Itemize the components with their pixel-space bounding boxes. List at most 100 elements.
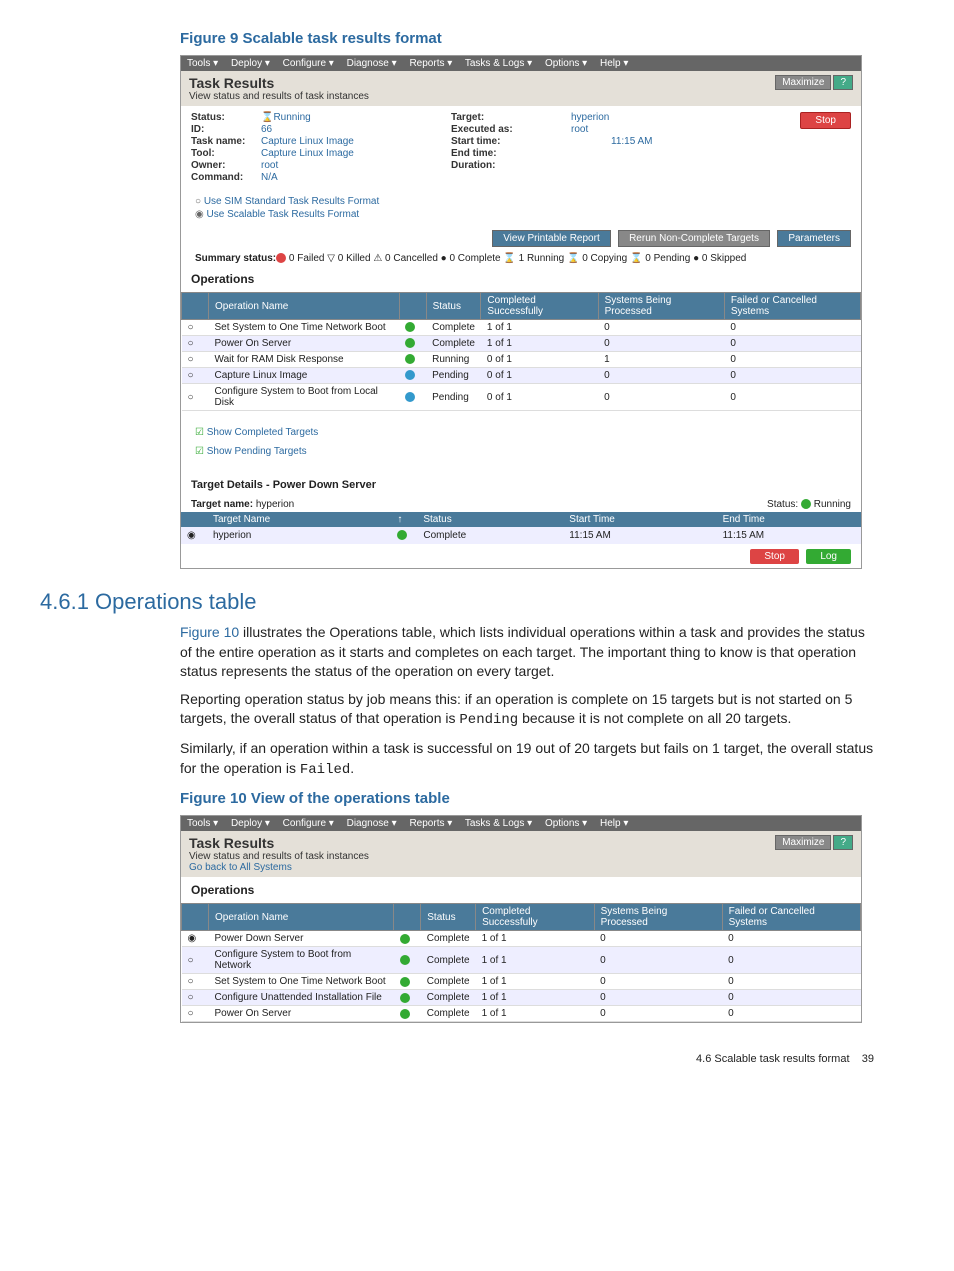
op-processed: 0 <box>594 931 722 947</box>
op-completed: 0 of 1 <box>481 384 598 411</box>
menu-bar: Tools ▾ Deploy ▾ Configure ▾ Diagnose ▾ … <box>181 56 861 71</box>
menu-help[interactable]: Help ▾ <box>600 58 628 69</box>
col-target-status[interactable]: Status <box>417 512 563 527</box>
dur-label: Duration: <box>451 160 521 171</box>
status-icon <box>405 338 415 348</box>
format-radios: Use SIM Standard Task Results Format Use… <box>181 190 861 226</box>
table-row[interactable]: ○Wait for RAM Disk ResponseRunning0 of 1… <box>182 352 861 368</box>
op-status: Pending <box>426 368 481 384</box>
col-operation-name[interactable]: Operation Name <box>209 904 394 931</box>
menu-options[interactable]: Options ▾ <box>545 818 587 829</box>
menu-options[interactable]: Options ▾ <box>545 58 587 69</box>
status-icon <box>400 1009 410 1019</box>
radio-scalable-format[interactable]: Use Scalable Task Results Format <box>195 209 847 220</box>
show-completed-check[interactable]: Show Completed Targets <box>195 427 847 438</box>
col-completed[interactable]: Completed Successfully <box>476 904 595 931</box>
op-processed: 0 <box>598 336 724 352</box>
maximize-button[interactable]: Maximize <box>775 75 831 90</box>
table-row[interactable]: ○Configure System to Boot from Local Dis… <box>182 384 861 411</box>
target-name-value: hyperion <box>256 499 294 510</box>
tool-value: Capture Linux Image <box>261 148 354 159</box>
op-processed: 0 <box>594 1006 722 1022</box>
paragraph-2: Reporting operation status by job means … <box>180 690 880 731</box>
taskname-label: Task name: <box>191 136 261 147</box>
target-row-end: 11:15 AM <box>717 527 861 544</box>
col-target-name[interactable]: Target Name <box>207 512 391 527</box>
page-footer: 4.6 Scalable task results format 39 <box>40 1053 874 1065</box>
status-label: Status: <box>191 112 261 123</box>
table-row[interactable]: ◉Power Down ServerComplete1 of 100 <box>182 931 861 947</box>
op-completed: 1 of 1 <box>481 320 598 336</box>
op-name: Power On Server <box>209 336 400 352</box>
target-filters: Show Completed Targets Show Pending Targ… <box>181 411 861 473</box>
maximize-button[interactable]: Maximize <box>775 835 831 850</box>
col-status[interactable]: Status <box>421 904 476 931</box>
page-title: Task Results <box>189 835 853 851</box>
tool-label: Tool: <box>191 148 261 159</box>
taskname-value: Capture Linux Image <box>261 136 354 147</box>
col-failed[interactable]: Failed or Cancelled Systems <box>724 293 860 320</box>
target-stop-button[interactable]: Stop <box>750 549 799 564</box>
rerun-button[interactable]: Rerun Non-Complete Targets <box>618 230 770 247</box>
menu-tasks[interactable]: Tasks & Logs ▾ <box>465 58 532 69</box>
view-printable-button[interactable]: View Printable Report <box>492 230 611 247</box>
help-button[interactable]: ? <box>833 75 853 90</box>
menu-help[interactable]: Help ▾ <box>600 818 628 829</box>
start-value: 11:15 AM <box>611 136 653 147</box>
col-failed[interactable]: Failed or Cancelled Systems <box>722 904 860 931</box>
figure9-caption: Figure 9 Scalable task results format <box>180 30 914 47</box>
col-processed[interactable]: Systems Being Processed <box>598 293 724 320</box>
owner-label: Owner: <box>191 160 261 171</box>
table-row[interactable]: ○Configure System to Boot from NetworkCo… <box>182 947 861 974</box>
table-row[interactable]: ○Power On ServerComplete1 of 100 <box>182 336 861 352</box>
op-failed: 0 <box>722 931 860 947</box>
table-row[interactable]: ○Configure Unattended Installation FileC… <box>182 990 861 1006</box>
go-back-link[interactable]: Go back to All Systems <box>189 862 853 873</box>
menu-diagnose[interactable]: Diagnose ▾ <box>347 58 397 69</box>
table-row[interactable]: ○Set System to One Time Network BootComp… <box>182 974 861 990</box>
op-completed: 1 of 1 <box>476 1006 595 1022</box>
menu-tools[interactable]: Tools ▾ <box>187 818 218 829</box>
col-completed[interactable]: Completed Successfully <box>481 293 598 320</box>
col-status[interactable]: Status <box>426 293 481 320</box>
menu-deploy[interactable]: Deploy ▾ <box>231 818 270 829</box>
menu-tools[interactable]: Tools ▾ <box>187 58 218 69</box>
target-table: Target Name ↑ Status Start Time End Time… <box>181 512 861 544</box>
status-icon <box>405 322 415 332</box>
radio-sim-format[interactable]: Use SIM Standard Task Results Format <box>195 196 847 207</box>
op-status: Complete <box>421 974 476 990</box>
stop-button[interactable]: Stop <box>800 112 851 129</box>
op-status: Complete <box>421 1006 476 1022</box>
exec-value: root <box>571 124 588 135</box>
op-status: Complete <box>421 947 476 974</box>
header-bar-2: ? Maximize Task Results View status and … <box>181 831 861 877</box>
menu-tasks[interactable]: Tasks & Logs ▾ <box>465 818 532 829</box>
op-failed: 0 <box>724 368 860 384</box>
help-button[interactable]: ? <box>833 835 853 850</box>
menu-configure[interactable]: Configure ▾ <box>283 818 334 829</box>
col-processed[interactable]: Systems Being Processed <box>594 904 722 931</box>
op-failed: 0 <box>722 947 860 974</box>
figure9-screenshot: Tools ▾ Deploy ▾ Configure ▾ Diagnose ▾ … <box>180 55 862 569</box>
op-processed: 1 <box>598 352 724 368</box>
table-row[interactable]: ○Set System to One Time Network BootComp… <box>182 320 861 336</box>
target-log-button[interactable]: Log <box>806 549 851 564</box>
op-failed: 0 <box>724 336 860 352</box>
menu-reports[interactable]: Reports ▾ <box>409 818 452 829</box>
status-icon <box>801 499 811 509</box>
menu-reports[interactable]: Reports ▾ <box>409 58 452 69</box>
table-row[interactable]: ○Capture Linux ImagePending0 of 100 <box>182 368 861 384</box>
col-end-time[interactable]: End Time <box>717 512 861 527</box>
menu-configure[interactable]: Configure ▾ <box>283 58 334 69</box>
col-start-time[interactable]: Start Time <box>563 512 716 527</box>
parameters-button[interactable]: Parameters <box>777 230 851 247</box>
col-operation-name[interactable]: Operation Name <box>209 293 400 320</box>
target-row[interactable]: ◉ hyperion Complete 11:15 AM 11:15 AM <box>181 527 861 544</box>
menu-deploy[interactable]: Deploy ▾ <box>231 58 270 69</box>
menu-diagnose[interactable]: Diagnose ▾ <box>347 818 397 829</box>
table-row[interactable]: ○Power On ServerComplete1 of 100 <box>182 1006 861 1022</box>
status-icon <box>400 993 410 1003</box>
command-value: N/A <box>261 172 278 183</box>
show-pending-check[interactable]: Show Pending Targets <box>195 446 847 457</box>
op-failed: 0 <box>722 990 860 1006</box>
